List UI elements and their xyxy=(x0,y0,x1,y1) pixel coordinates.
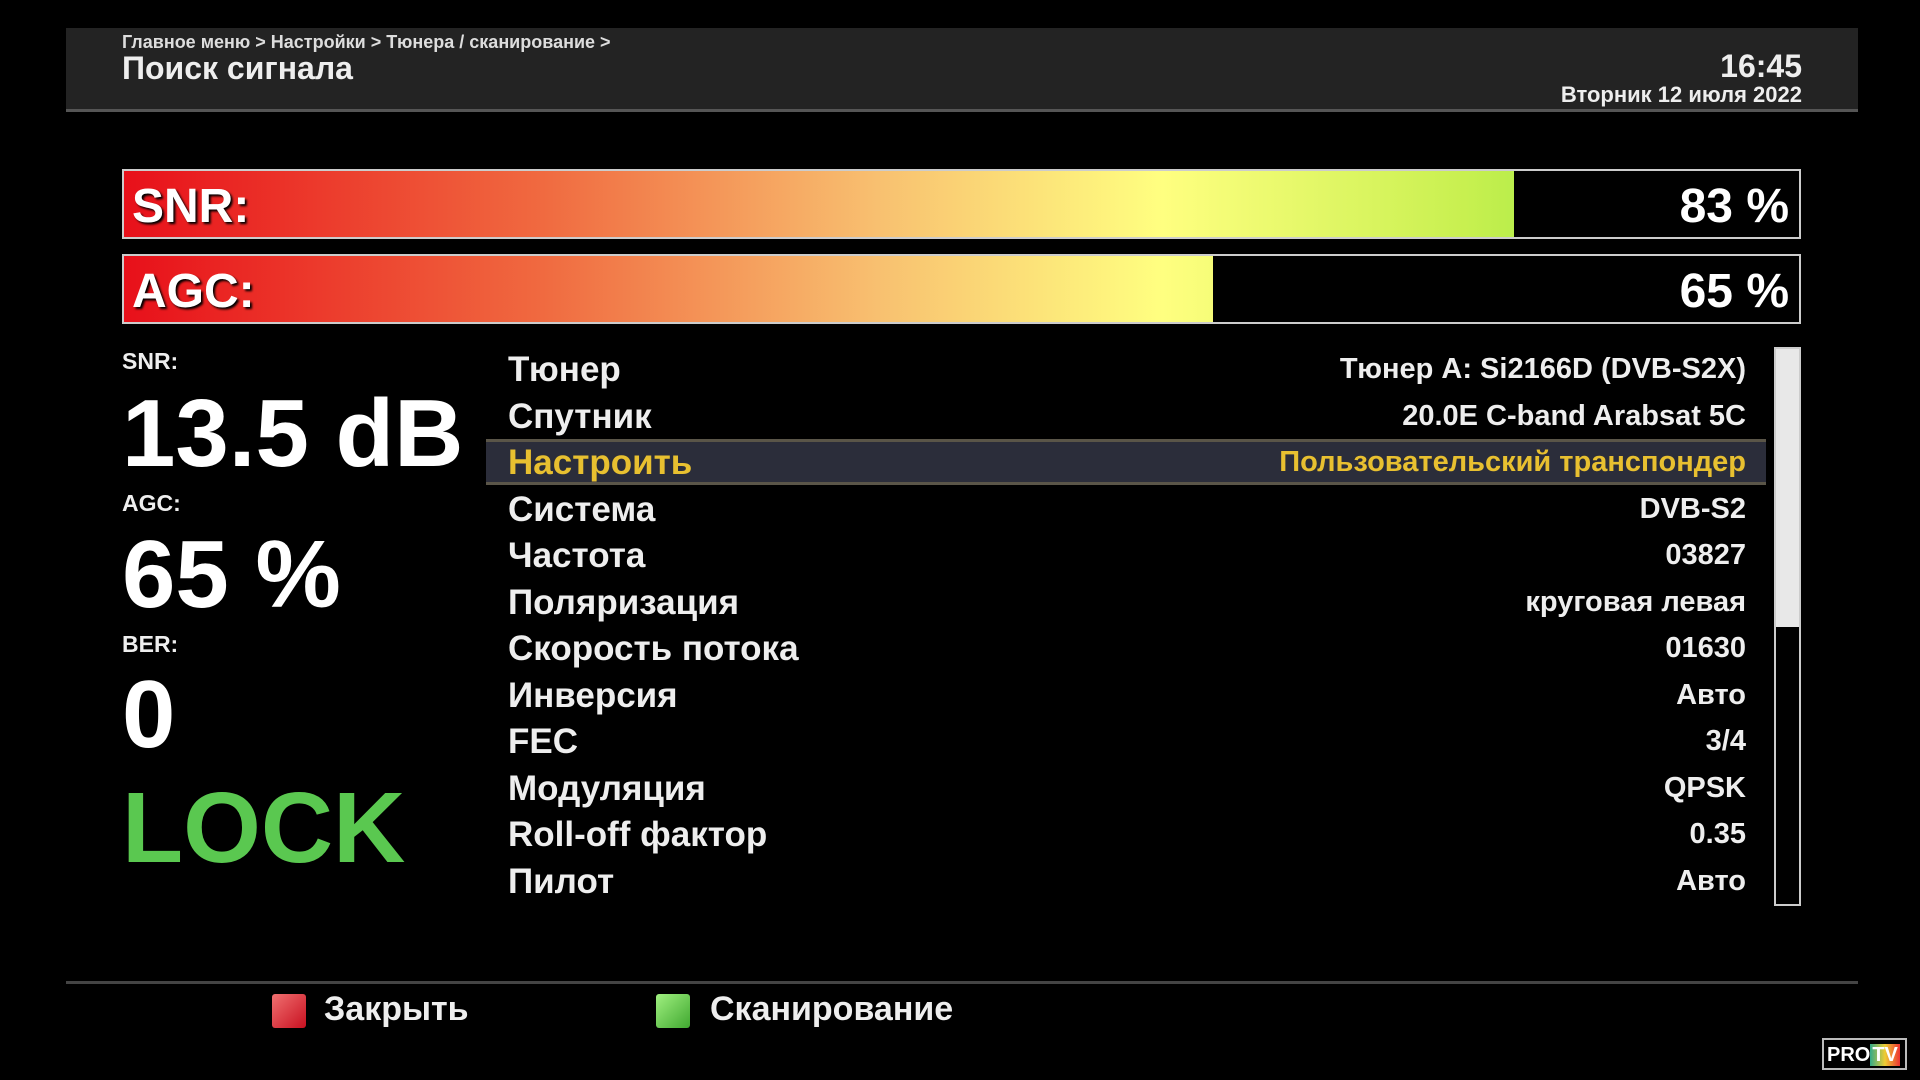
param-row[interactable]: Пилот Авто xyxy=(486,858,1766,904)
param-value: Тюнер A: Si2166D (DVB-S2X) xyxy=(1339,353,1746,385)
param-value: QPSK xyxy=(1663,771,1746,804)
param-row[interactable]: Настроить Пользовательский транспондер xyxy=(486,439,1766,485)
footer-divider xyxy=(66,981,1858,984)
param-row[interactable]: Система DVB-S2 xyxy=(486,486,1766,532)
header-bar: Главное меню > Настройки > Тюнера / скан… xyxy=(66,28,1858,112)
param-name: Частота xyxy=(508,536,646,575)
param-name: Спутник xyxy=(508,396,652,436)
agc-value: 65 % xyxy=(122,521,341,628)
close-button[interactable]: Закрыть xyxy=(324,990,469,1028)
param-name: Поляризация xyxy=(508,582,740,622)
red-key-icon xyxy=(272,994,306,1028)
param-value: круговая левая xyxy=(1525,585,1746,618)
scrollbar-thumb[interactable] xyxy=(1776,349,1799,627)
param-value: 03827 xyxy=(1665,539,1746,571)
lock-status: LOCK xyxy=(122,772,406,884)
page-title: Поиск сигнала xyxy=(122,50,353,86)
clock-time: 16:45 xyxy=(1720,48,1802,84)
snr-bar-value: 83 % xyxy=(1679,180,1789,233)
param-row[interactable]: Roll-off фактор 0.35 xyxy=(486,811,1766,857)
param-name: Модуляция xyxy=(508,768,706,808)
green-key-icon xyxy=(656,994,690,1028)
scan-button[interactable]: Сканирование xyxy=(710,990,954,1028)
param-name: Тюнер xyxy=(508,350,621,389)
ber-label: BER: xyxy=(122,631,179,657)
agc-bar-value: 65 % xyxy=(1679,265,1789,318)
param-value: Авто xyxy=(1676,864,1746,897)
param-row[interactable]: Частота 03827 xyxy=(486,532,1766,578)
param-value: Пользовательский транспондер xyxy=(1279,446,1746,478)
agc-bar-label: AGC: xyxy=(132,265,255,318)
param-value: 01630 xyxy=(1665,632,1746,664)
snr-bar-label: SNR: xyxy=(132,180,250,233)
param-name: Roll-off фактор xyxy=(508,815,768,854)
param-row[interactable]: FEC 3/4 xyxy=(486,718,1766,764)
ber-value: 0 xyxy=(122,661,176,768)
param-value: 0.35 xyxy=(1689,818,1746,850)
param-name: FEC xyxy=(508,722,578,761)
param-name: Система xyxy=(508,489,656,529)
param-row[interactable]: Поляризация круговая левая xyxy=(486,579,1766,625)
param-name: Скорость потока xyxy=(508,629,799,668)
param-row[interactable]: Спутник 20.0E C-band Arabsat 5C xyxy=(486,393,1766,439)
agc-label: AGC: xyxy=(122,490,181,516)
snr-bar: SNR: 83 % xyxy=(122,169,1801,239)
snr-bar-fill xyxy=(124,171,1515,237)
scrollbar[interactable] xyxy=(1774,347,1801,906)
param-value: 20.0E C-band Arabsat 5C xyxy=(1402,399,1746,432)
agc-bar: AGC: 65 % xyxy=(122,254,1801,324)
param-value: 3/4 xyxy=(1705,725,1746,757)
param-row[interactable]: Скорость потока 01630 xyxy=(486,625,1766,671)
breadcrumb: Главное меню > Настройки > Тюнера / скан… xyxy=(122,32,611,52)
param-row[interactable]: Тюнер Тюнер A: Si2166D (DVB-S2X) xyxy=(486,346,1766,392)
param-value: Авто xyxy=(1676,678,1746,711)
param-name: Пилот xyxy=(508,861,615,901)
watermark-logo: PRO TV xyxy=(1822,1038,1907,1070)
param-name: Инверсия xyxy=(508,675,678,715)
agc-bar-fill xyxy=(124,256,1213,322)
param-row[interactable]: Инверсия Авто xyxy=(486,672,1766,718)
param-value: DVB-S2 xyxy=(1639,492,1746,525)
snr-label: SNR: xyxy=(122,348,179,374)
clock-date: Вторник 12 июля 2022 xyxy=(1560,82,1802,107)
param-name: Настроить xyxy=(508,443,693,482)
snr-value: 13.5 dB xyxy=(122,380,464,487)
param-row[interactable]: Модуляция QPSK xyxy=(486,765,1766,811)
